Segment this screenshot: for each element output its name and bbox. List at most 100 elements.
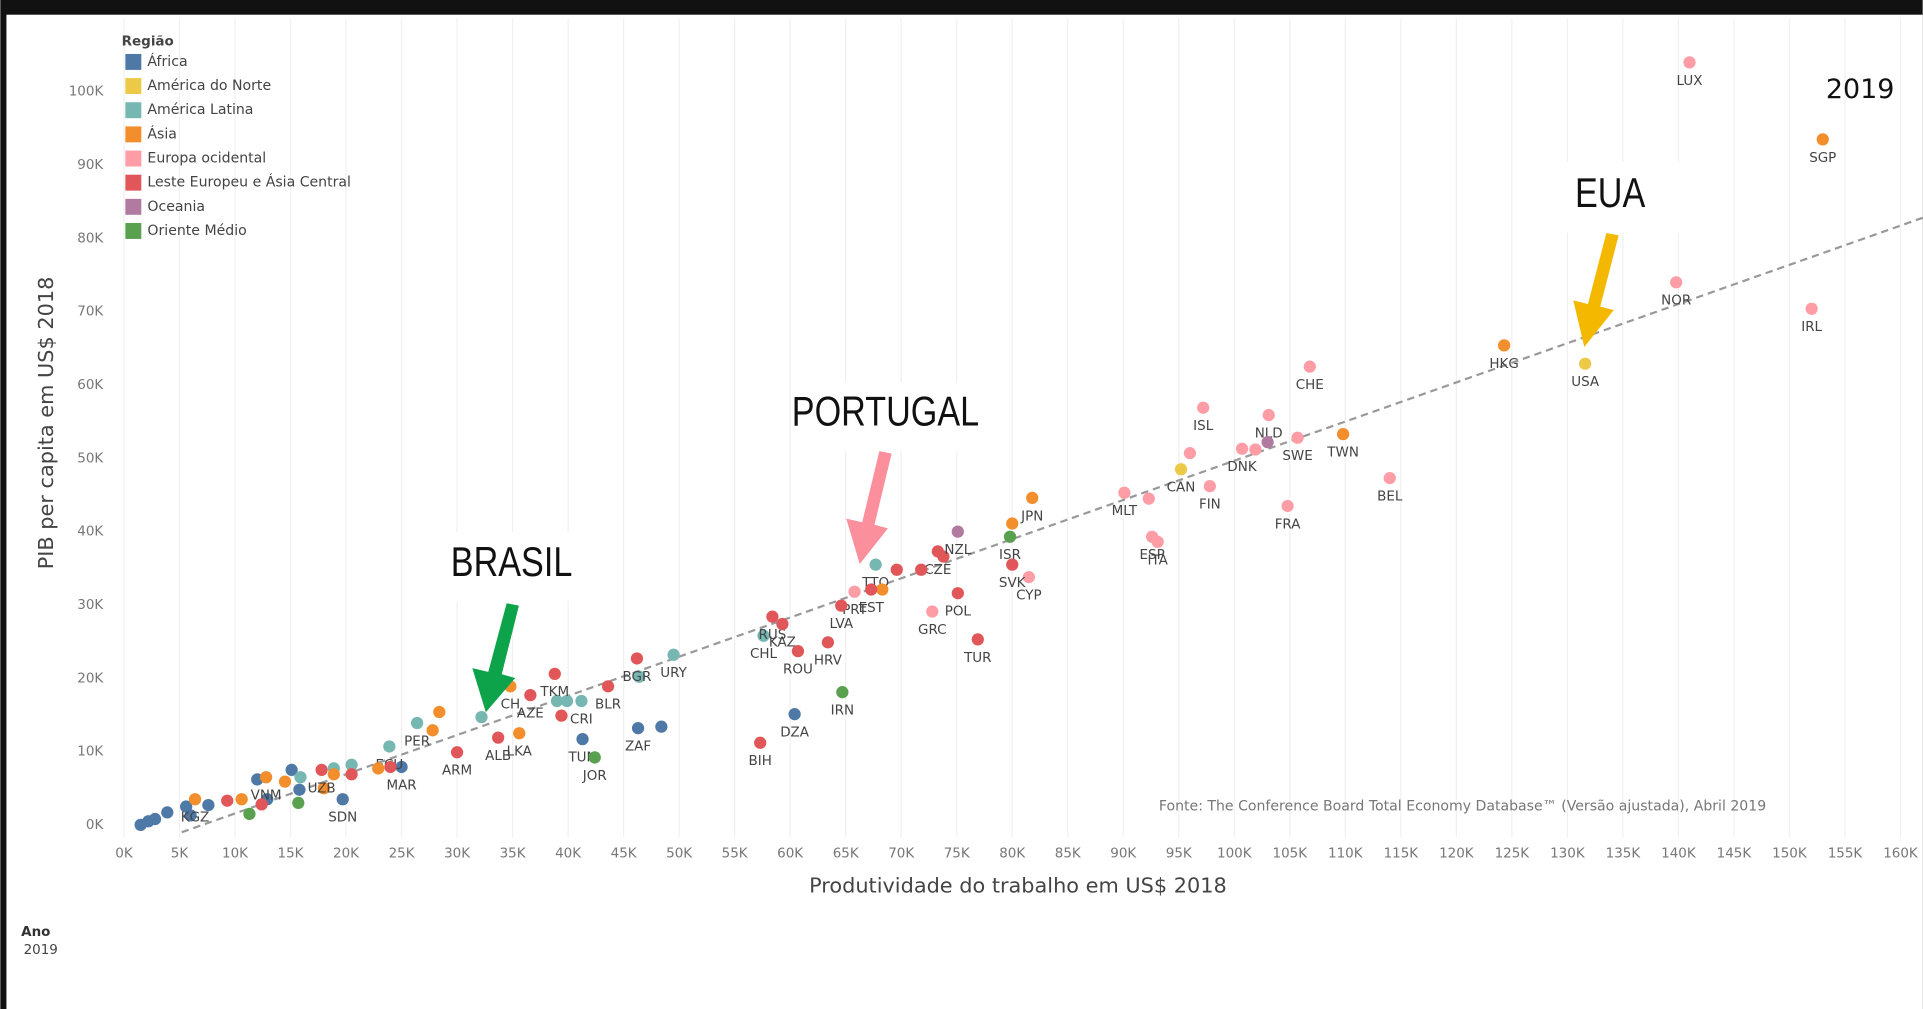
point [951,525,964,538]
point-label: SVK [999,575,1027,591]
point [1142,492,1155,505]
point [513,727,526,740]
point [1235,442,1249,455]
point [869,558,882,571]
arrow [846,451,892,564]
x-tick-label: 75K [944,845,971,861]
point [926,605,939,618]
point [791,645,805,658]
x-tick-label: 155K [1828,845,1864,861]
legend-label: América do Norte [147,78,271,94]
point-label: PER [404,733,430,749]
point [937,550,950,563]
arrow [472,603,519,713]
legend-label: Europa ocidental [147,151,266,167]
y-axis-title: PIB per capita em US$ 2018 [34,277,58,570]
point-label: TWN [1326,444,1359,460]
point-label: RUS [759,627,787,643]
point [821,636,835,649]
point [848,585,861,598]
point [633,670,646,683]
point [259,771,273,784]
point-label: PRT [842,602,867,618]
point [1262,408,1275,422]
x-axis-title: Produtividade do trabalho em US$ 2018 [809,873,1227,897]
point [1816,133,1829,146]
legend-swatch [125,78,142,95]
point-label: LUX [1677,73,1703,89]
x-tick-label: 70K [888,845,915,861]
point [865,583,878,596]
legend-label: Leste Europeu e Ásia Central [147,174,351,191]
point-label: NZL [944,542,971,558]
legend-swatch [125,198,142,215]
point-label: LKA [507,744,533,760]
point-label: ARM [442,763,472,779]
x-tick-label: 105K [1273,845,1309,861]
point [1003,530,1017,543]
point [1291,431,1304,444]
point [766,610,779,623]
x-tick-label: 120K [1439,845,1475,861]
point [1249,443,1262,456]
point [1006,558,1019,571]
point [202,798,215,812]
point-label: NOR [1661,293,1691,309]
y-tick-label: 20K [77,670,104,686]
point [433,705,446,719]
point-label: HRV [814,653,843,669]
point [524,688,537,702]
point [1022,570,1036,584]
annotation: EUA [1575,171,1646,217]
point-label: KAZ [769,634,796,650]
point [555,709,568,722]
y-tick-label: 60K [77,377,104,393]
point-label: CYP [1016,587,1042,603]
point [161,806,174,819]
point [548,667,561,680]
x-tick-label: 160K [1883,845,1919,861]
legend-title: Região [122,34,174,50]
x-tick-label: 0K [115,845,134,861]
point-label: SWE [1282,448,1312,464]
point-label: HKG [1489,356,1518,372]
point [1336,427,1350,441]
point [560,694,574,708]
point-label: ISL [1193,418,1214,434]
point-label: SGP [1809,150,1836,166]
point-label: CRI [570,711,593,727]
y-tick-label: 50K [77,450,104,466]
point [1203,480,1216,493]
point [426,724,439,737]
x-tick-label: 100K [1217,845,1253,861]
y-tick-label: 30K [77,597,104,613]
point [776,617,789,631]
point-label: FIN [1199,497,1221,513]
legend-swatch [125,126,142,143]
x-tick-label: 65K [833,845,860,861]
x-tick-label: 5K [171,845,190,861]
point [188,793,202,806]
point-label: ALB [485,748,511,764]
x-tick-label: 30K [444,845,471,861]
point [1026,491,1039,505]
grid [123,18,1923,838]
point [294,771,307,784]
x-tick-label: 85K [1055,845,1082,861]
legend-swatch [125,102,142,119]
point [836,686,849,699]
point [757,629,770,642]
point-label: CHL [750,646,778,662]
y-tick-label: 40K [77,524,104,540]
point-label: ROU [783,662,813,678]
point-label: TUN [567,750,596,766]
point-label: CZE [924,562,951,578]
point [372,762,385,775]
point-label: BGR [623,669,652,685]
point [575,694,588,708]
point-label: BLR [595,697,621,713]
annotation: BRASIL [451,540,573,586]
annotation-bg [441,532,589,601]
point [1281,499,1294,513]
